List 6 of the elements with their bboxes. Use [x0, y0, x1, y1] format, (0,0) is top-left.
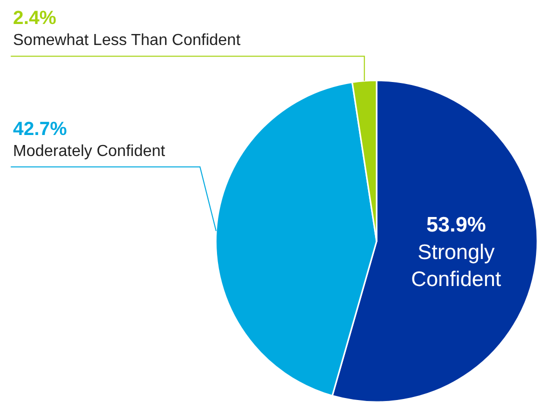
- data-label: 53.9%: [426, 214, 486, 237]
- slice-label: Strongly Confident: [411, 240, 502, 292]
- data-label: 42.7%: [13, 119, 67, 140]
- data-label: 2.4%: [13, 8, 56, 29]
- slice-label: Somewhat Less Than Confident: [13, 32, 241, 49]
- slice-label: Moderately Confident: [13, 143, 166, 160]
